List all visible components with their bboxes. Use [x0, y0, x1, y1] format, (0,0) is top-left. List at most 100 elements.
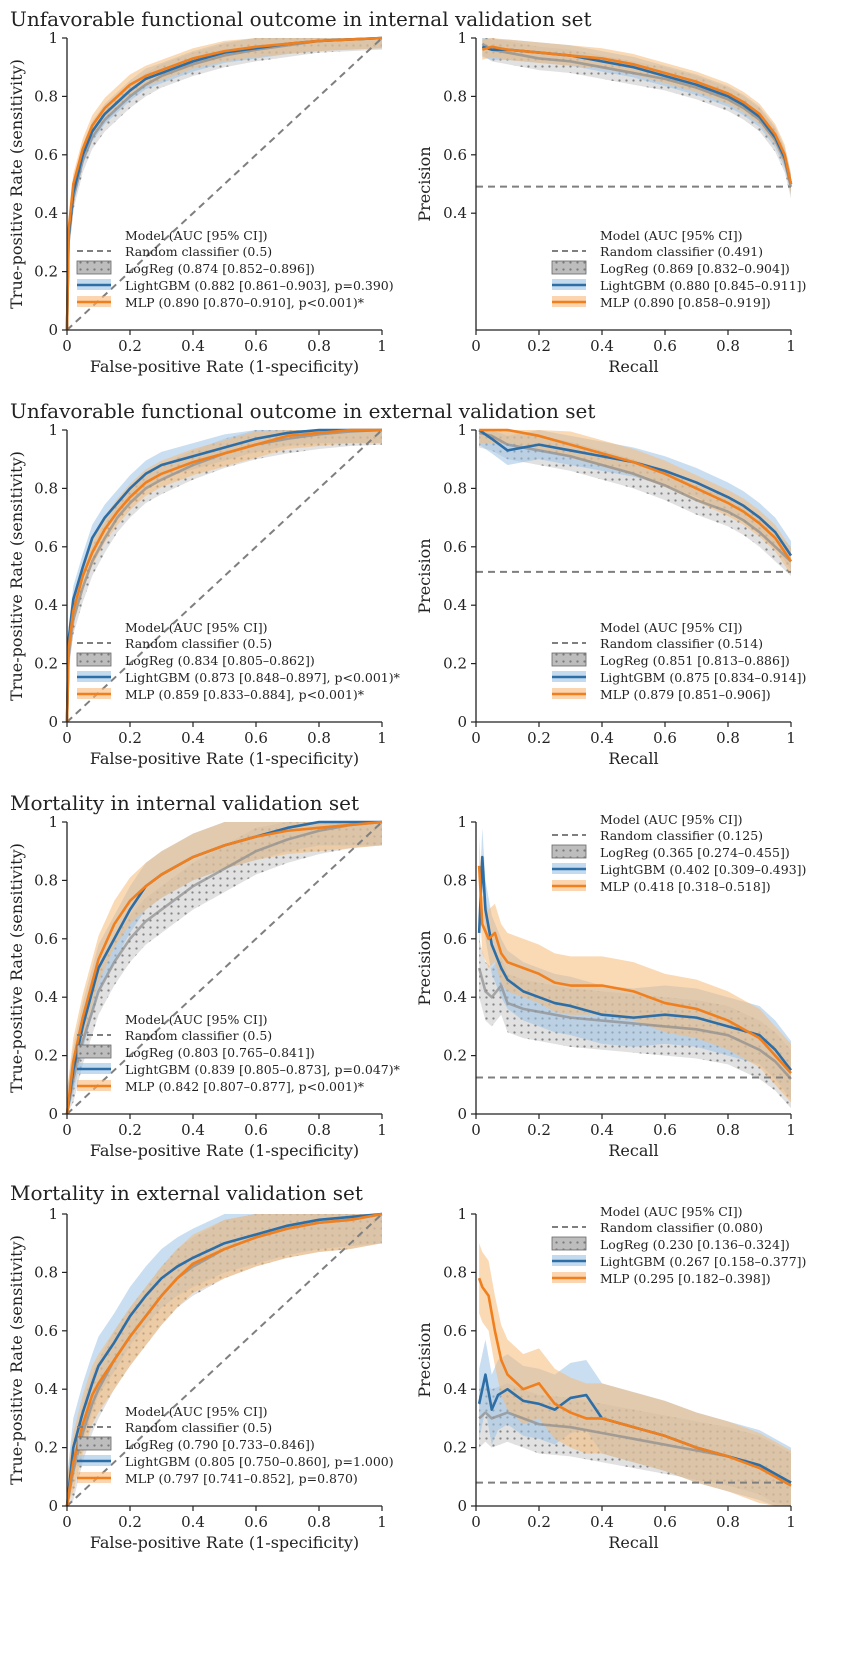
y-tick-label: 0.8	[34, 479, 58, 497]
band-mlp	[67, 822, 382, 1114]
legend-title: Model (AUC [95% CI])	[125, 620, 268, 635]
x-tick-label: 0.4	[181, 729, 205, 747]
y-tick-label: 0.8	[443, 1263, 467, 1281]
legend-label-logreg: LogReg (0.869 [0.832–0.904])	[600, 261, 790, 276]
x-tick-label: 0	[62, 729, 72, 747]
y-axis-label: Precision	[415, 1322, 434, 1397]
x-tick-label: 0.4	[590, 1121, 614, 1139]
y-tick-label: 1	[457, 813, 467, 831]
x-tick-label: 1	[786, 1121, 796, 1139]
x-tick-label: 0.8	[716, 1513, 740, 1531]
x-tick-label: 0.6	[244, 1121, 268, 1139]
line-lightgbm	[477, 855, 793, 1071]
x-tick-label: 0.4	[181, 337, 205, 355]
x-tick-label: 0.2	[527, 337, 551, 355]
y-tick-label: 0	[457, 713, 467, 731]
band-logreg-dots	[479, 430, 791, 576]
y-axis-label: True-positive Rate (sensitivity)	[7, 59, 26, 309]
x-axis-label: Recall	[608, 1533, 658, 1552]
y-axis-label: True-positive Rate (sensitivity)	[7, 843, 26, 1093]
y-tick-label: 0	[457, 1105, 467, 1123]
legend-label-random: Random classifier (0.514)	[600, 636, 763, 651]
x-tick-label: 0.2	[118, 1513, 142, 1531]
x-tick-label: 0	[62, 337, 72, 355]
legend-label-mlp: MLP (0.295 [0.182–0.398])	[600, 1271, 771, 1286]
y-tick-label: 0.8	[443, 479, 467, 497]
section-title: Unfavorable functional outcome in extern…	[10, 399, 595, 423]
y-tick-label: 0.4	[34, 988, 58, 1006]
y-tick-label: 1	[48, 29, 58, 47]
x-tick-label: 0.6	[653, 729, 677, 747]
x-tick-label: 0.2	[527, 1513, 551, 1531]
legend-label-mlp: MLP (0.797 [0.741–0.852], p=0.870)	[125, 1471, 358, 1486]
legend-label-lightgbm: LightGBM (0.267 [0.158–0.377])	[600, 1254, 806, 1269]
chart-panel-3-roc: Unfavorable functional outcome in extern…	[7, 399, 595, 768]
y-tick-label: 0.4	[34, 1380, 58, 1398]
legend-label-mlp: MLP (0.879 [0.851–0.906])	[600, 687, 771, 702]
x-tick-label: 0.2	[118, 729, 142, 747]
x-axis-label: False-positive Rate (1-specificity)	[90, 357, 359, 376]
legend-label-random: Random classifier (0.5)	[125, 1420, 272, 1435]
legend-title: Model (AUC [95% CI])	[600, 228, 743, 243]
band-mlp	[479, 836, 791, 1103]
x-tick-label: 0	[62, 1513, 72, 1531]
chart-panel-4-pr: 0 0.2 0.4 0.6 0.8 1 0 0.2 0.4 0.6 0.8 1 Recall Precis…	[415, 421, 806, 768]
legend-label-random: Random classifier (0.491)	[600, 244, 763, 259]
line-mlp	[65, 428, 382, 723]
x-tick-label: 1	[786, 1513, 796, 1531]
legend-key-logreg-dots	[77, 1437, 111, 1450]
y-tick-label: 1	[48, 421, 58, 439]
x-tick-label: 1	[786, 337, 796, 355]
x-tick-label: 0	[471, 1121, 481, 1139]
legend-label-logreg: LogReg (0.834 [0.805–0.862])	[125, 653, 315, 668]
x-tick-label: 0.2	[527, 729, 551, 747]
legend-key-logreg-dots	[77, 261, 111, 274]
x-tick-label: 0.8	[307, 1513, 331, 1531]
legend-label-random: Random classifier (0.080)	[600, 1220, 763, 1235]
x-tick-label: 0.8	[716, 1121, 740, 1139]
band-logreg-dots	[67, 430, 382, 722]
x-axis-label: Recall	[608, 357, 658, 376]
legend-label-lightgbm: LightGBM (0.882 [0.861–0.903], p=0.390)	[125, 278, 394, 293]
x-tick-label: 1	[377, 729, 387, 747]
x-axis-label: Recall	[608, 1141, 658, 1160]
y-tick-label: 1	[48, 813, 58, 831]
y-tick-label: 0	[48, 321, 58, 339]
legend-label-mlp: MLP (0.890 [0.870–0.910], p<0.001)*	[125, 295, 365, 310]
band-mlp	[67, 1214, 382, 1506]
legend-title: Model (AUC [95% CI])	[600, 1204, 743, 1219]
legend-label-logreg: LogReg (0.803 [0.765–0.841])	[125, 1045, 315, 1060]
legend-label-random: Random classifier (0.5)	[125, 1028, 272, 1043]
legend-label-lightgbm: LightGBM (0.875 [0.834–0.914])	[600, 670, 806, 685]
x-tick-label: 0.8	[307, 337, 331, 355]
x-tick-label: 0.6	[653, 1513, 677, 1531]
legend-label-lightgbm: LightGBM (0.873 [0.848–0.897], p<0.001)*	[125, 670, 401, 685]
y-tick-label: 0.6	[34, 146, 58, 164]
legend: Model (AUC [95% CI])Random classifier (0…	[76, 1404, 394, 1486]
x-axis-label: False-positive Rate (1-specificity)	[90, 749, 359, 768]
x-tick-label: 0.8	[716, 729, 740, 747]
legend-key-logreg-dots	[552, 261, 586, 274]
y-tick-label: 0.2	[34, 263, 58, 281]
y-tick-label: 0	[457, 1497, 467, 1515]
y-axis-label: Precision	[415, 146, 434, 221]
line-lightgbm	[65, 428, 382, 723]
legend: Model (AUC [95% CI])Random classifier (0…	[551, 620, 806, 702]
x-tick-label: 0	[471, 729, 481, 747]
legend-label-lightgbm: LightGBM (0.880 [0.845–0.911])	[600, 278, 806, 293]
x-tick-label: 0.4	[181, 1121, 205, 1139]
line-mlp	[477, 865, 792, 1074]
legend-title: Model (AUC [95% CI])	[125, 228, 268, 243]
y-tick-label: 0.8	[443, 871, 467, 889]
y-tick-label: 0.6	[443, 930, 467, 948]
legend-key-logreg-dots	[552, 1237, 586, 1250]
line-logreg	[65, 820, 383, 1115]
legend-label-lightgbm: LightGBM (0.402 [0.309–0.493])	[600, 862, 806, 877]
y-tick-label: 1	[48, 1205, 58, 1223]
y-axis-label: True-positive Rate (sensitivity)	[7, 451, 26, 701]
x-tick-label: 0.2	[118, 337, 142, 355]
line-mlp	[65, 820, 383, 1115]
y-tick-label: 0.4	[443, 204, 467, 222]
chart-panel-7-roc: Mortality in external validation set 0 0.2…	[7, 1181, 394, 1552]
